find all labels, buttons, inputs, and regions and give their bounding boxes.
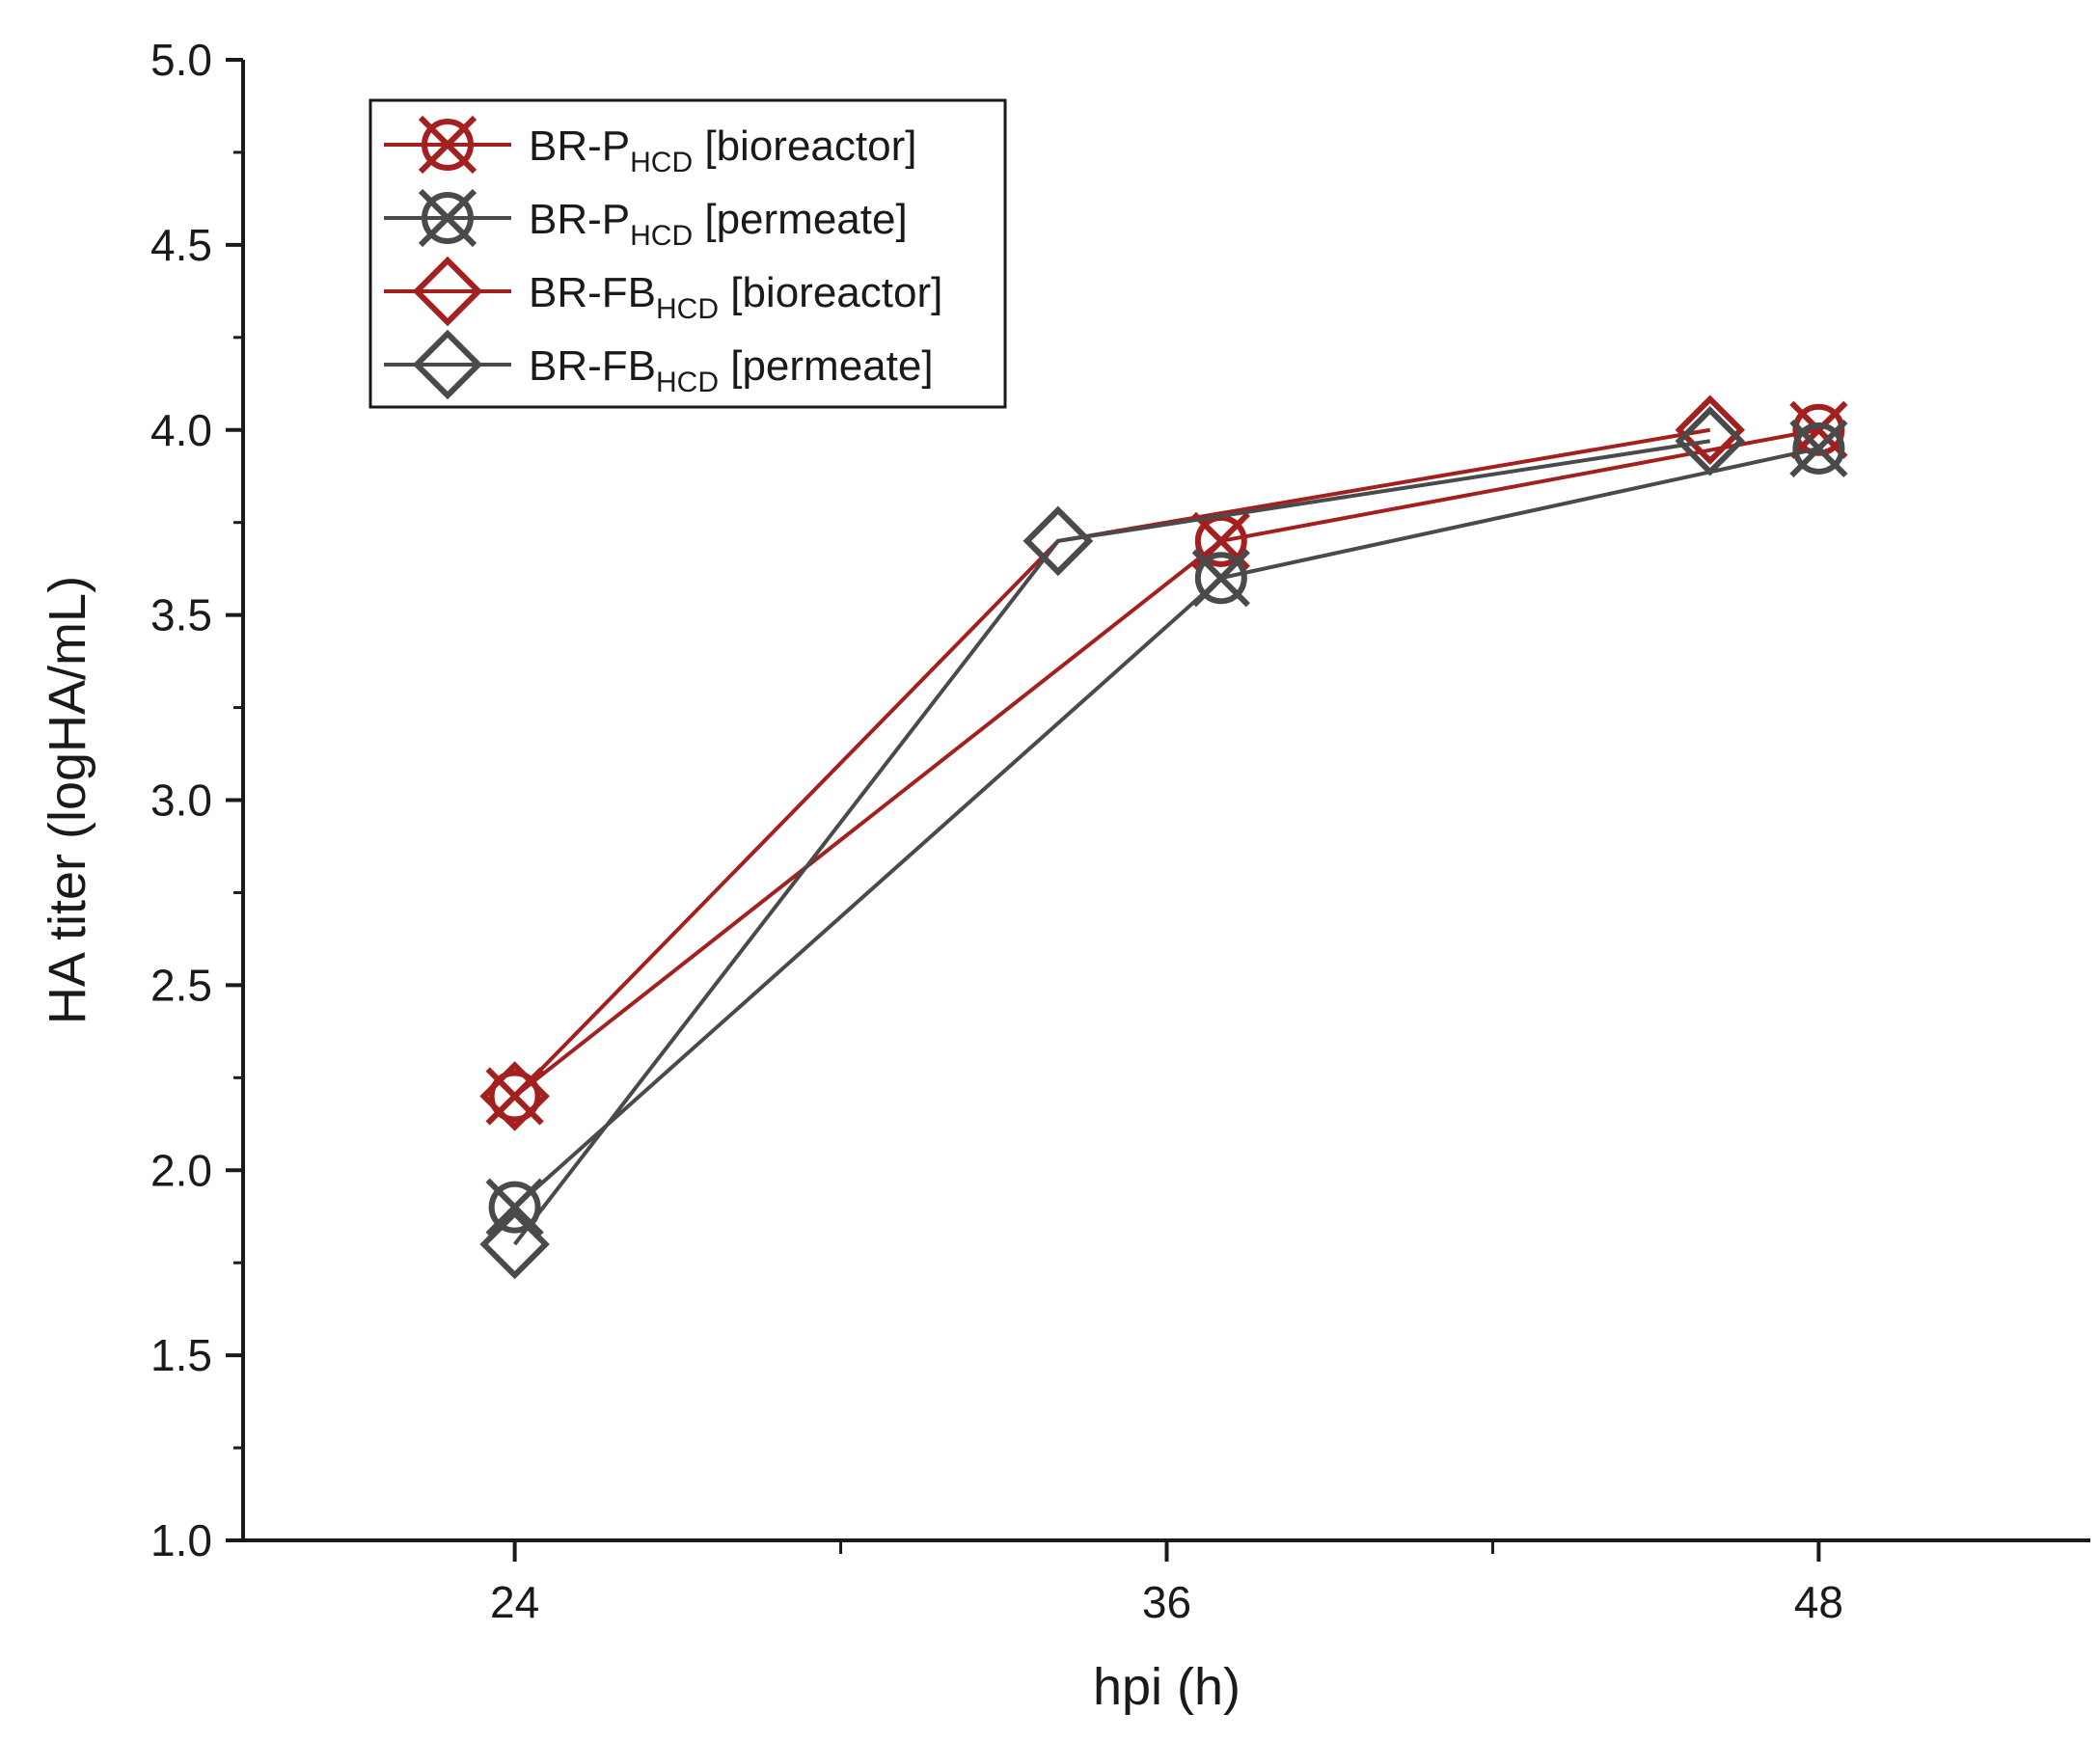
- marker-cross-b: [1191, 549, 1250, 608]
- marker-diamond: [479, 1061, 550, 1131]
- series-line: [513, 427, 1819, 1099]
- marker-circle: [488, 1070, 541, 1123]
- y-tick-label: 1.0: [150, 1515, 212, 1565]
- marker-cross-b: [418, 115, 477, 175]
- y-tick-label: 2.5: [150, 960, 212, 1010]
- series-2: [485, 419, 1848, 1237]
- marker-diamond: [1675, 394, 1745, 465]
- legend-label-main: BR-FB: [529, 342, 656, 390]
- marker-diamond: [412, 329, 483, 400]
- legend-entry-1: BR-PHCD [bioreactor]: [384, 115, 916, 178]
- legend-label-tail: [bioreactor]: [719, 269, 942, 316]
- marker-circle: [1792, 422, 1845, 475]
- series-line: [513, 427, 1711, 1098]
- legend-label-sub: HCD: [656, 367, 719, 398]
- marker-circle: [422, 192, 474, 244]
- marker-circle: [488, 1181, 541, 1234]
- marker-diamond: [1023, 505, 1094, 577]
- x-tick-label: 48: [1794, 1577, 1843, 1627]
- series-4: [479, 406, 1745, 1280]
- marker-circle: [1792, 403, 1845, 456]
- marker-cross-b: [485, 1178, 544, 1237]
- legend-label-sub: HCD: [656, 293, 719, 325]
- marker-diamond: [412, 256, 483, 327]
- legend-label-main: BR-P: [529, 196, 630, 243]
- y-tick-label: 4.0: [150, 405, 212, 455]
- y-ticks: 1.0 1.5 2.0 2.5 3.0 3.5 4.0 4.5 5.0: [150, 35, 243, 1565]
- legend-entry-3: BR-FBHCD [bioreactor]: [384, 256, 942, 327]
- legend-label-tail: [permeate]: [693, 196, 908, 243]
- marker-cross-b: [1789, 419, 1848, 478]
- data-point: [1675, 406, 1745, 476]
- marker-diamond: [1675, 406, 1745, 476]
- legend-label: BR-PHCD [bioreactor]: [529, 122, 916, 178]
- x-ticks: 24 36 48: [490, 1540, 1843, 1627]
- y-tick-label: 3.5: [150, 590, 212, 640]
- y-tick-label: 4.5: [150, 220, 212, 270]
- y-tick-label: 5.0: [150, 35, 212, 85]
- legend: BR-PHCD [bioreactor]BR-PHCD [permeate]BR…: [368, 98, 1007, 409]
- legend-label-main: BR-FB: [529, 269, 656, 316]
- series-line: [513, 439, 1711, 1246]
- y-axis-title: HA titer (logHA/mL): [39, 576, 96, 1024]
- data-point: [1023, 505, 1094, 577]
- marker-diamond: [479, 1209, 550, 1280]
- data-point: [1191, 549, 1250, 608]
- legend-label-tail: [bioreactor]: [693, 122, 916, 170]
- x-tick-label: 24: [490, 1577, 539, 1627]
- legend-entry-4: BR-FBHCD [permeate]: [384, 329, 934, 400]
- legend-marker: [418, 188, 477, 248]
- x-axis-title: hpi (h): [1093, 1658, 1241, 1716]
- legend-label-sub: HCD: [630, 220, 693, 252]
- legend-marker: [418, 115, 477, 175]
- y-tick-label: 2.0: [150, 1145, 212, 1195]
- data-point: [485, 1178, 544, 1237]
- legend-label: BR-FBHCD [permeate]: [529, 342, 934, 398]
- legend-label-main: BR-P: [529, 122, 630, 170]
- legend-box: [368, 98, 1007, 409]
- legend-label: BR-FBHCD [bioreactor]: [529, 269, 942, 325]
- series-layer: [479, 394, 1848, 1280]
- marker-cross-b: [418, 188, 477, 248]
- legend-label: BR-PHCD [permeate]: [529, 196, 908, 252]
- series-3: [479, 394, 1745, 1131]
- y-tick-label: 3.0: [150, 775, 212, 826]
- legend-label-sub: HCD: [630, 147, 693, 178]
- marker-circle: [1194, 552, 1247, 605]
- data-point: [1789, 419, 1848, 478]
- series-line: [513, 446, 1819, 1210]
- axes: 1.0 1.5 2.0 2.5 3.0 3.5 4.0 4.5 5.0 24 36 48: [150, 35, 2090, 1627]
- legend-marker: [412, 329, 483, 400]
- marker-circle: [422, 119, 474, 171]
- data-point: [1789, 400, 1848, 459]
- legend-entry-2: BR-PHCD [permeate]: [384, 188, 908, 252]
- data-point: [1675, 394, 1745, 465]
- y-tick-label: 1.5: [150, 1330, 212, 1380]
- data-point: [479, 1209, 550, 1280]
- legend-marker: [412, 256, 483, 327]
- x-tick-label: 36: [1142, 1577, 1191, 1627]
- legend-label-tail: [permeate]: [719, 342, 934, 390]
- data-point: [479, 1061, 550, 1131]
- marker-cross-b: [1789, 400, 1848, 459]
